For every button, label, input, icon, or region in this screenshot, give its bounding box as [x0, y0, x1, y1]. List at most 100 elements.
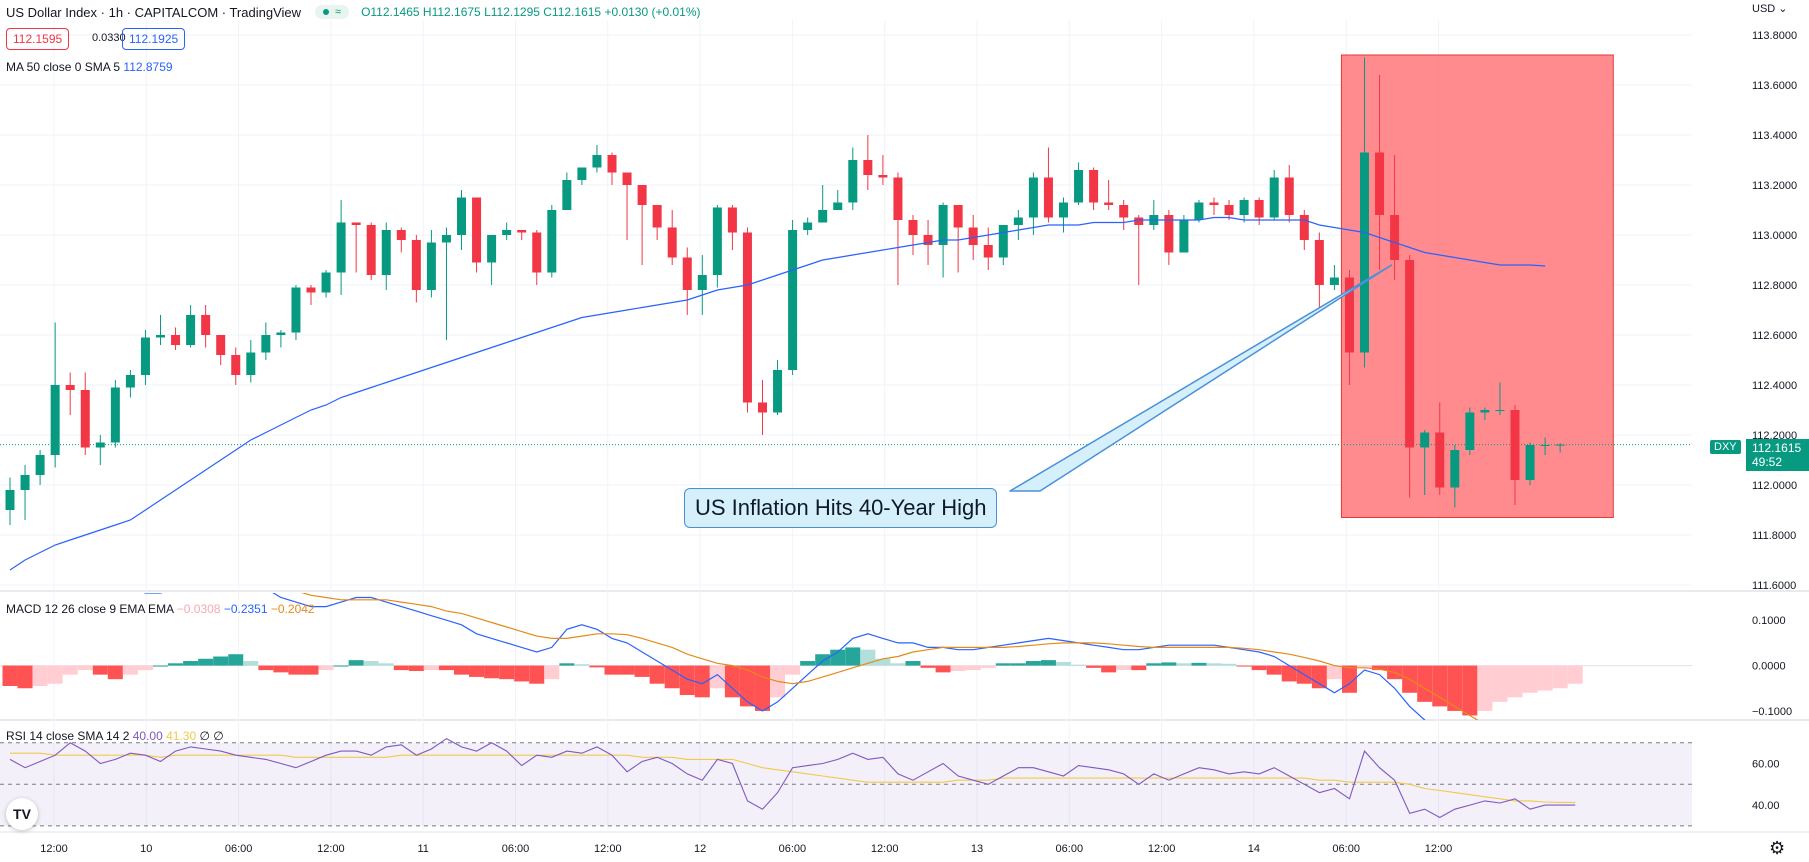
macd-histogram-bar: [243, 661, 259, 666]
candle-body: [1540, 445, 1550, 446]
rsi-extra-value-1: ∅: [199, 729, 210, 743]
time-axis-tick: 12:00: [40, 843, 68, 855]
change-value: +0.0130 (+0.01%): [604, 5, 701, 19]
macd-histogram-bar: [348, 660, 364, 666]
macd-histogram-bar: [107, 665, 123, 680]
time-axis-tick: 06:00: [1056, 843, 1084, 855]
time-axis-tick: 12:00: [1148, 843, 1176, 855]
macd-histogram-bar: [1206, 663, 1222, 666]
candle-body: [396, 230, 406, 240]
macd-histogram-bar: [890, 663, 906, 666]
macd-histogram-bar: [168, 663, 184, 666]
candle-body: [1284, 177, 1294, 215]
candle-body: [1435, 432, 1445, 488]
macd-histogram-bar: [92, 665, 108, 675]
candle-body: [487, 235, 497, 263]
rsi-legend[interactable]: RSI 14 close SMA 14 2 40.00 41.30 ∅ ∅: [6, 729, 224, 743]
macd-histogram-bar: [589, 665, 605, 668]
ma-legend[interactable]: MA 50 close 0 SMA 5 112.8759: [6, 60, 173, 74]
macd-histogram-bar: [378, 663, 394, 666]
market-status-pill[interactable]: ≈: [315, 5, 350, 19]
sell-price-button[interactable]: 112.1595: [6, 28, 70, 50]
macd-histogram-bar: [469, 665, 485, 677]
macd-histogram-bar: [1056, 661, 1071, 666]
time-axis-tick: 12:00: [871, 843, 899, 855]
macd-histogram-bar: [228, 654, 244, 666]
macd-histogram-bar: [950, 665, 966, 672]
macd-histogram-bar: [1357, 665, 1372, 668]
candle-body: [291, 287, 301, 333]
macd-histogram-bar: [679, 665, 695, 696]
candle-body: [472, 197, 482, 263]
candle-body: [622, 172, 632, 185]
macd-signal-line: [301, 593, 1479, 720]
buy-price-button[interactable]: 112.1925: [122, 28, 186, 50]
candle-body: [65, 385, 75, 390]
macd-histogram-bar: [664, 665, 680, 689]
candle-body: [261, 335, 271, 353]
candle-body: [1510, 410, 1520, 480]
candle-body: [1329, 277, 1339, 285]
candle-body: [727, 207, 737, 233]
price-pane[interactable]: [0, 57, 1692, 571]
candle-body: [441, 235, 451, 243]
candle-body: [517, 230, 527, 233]
macd-histogram-bar: [1417, 665, 1433, 702]
price-axis-tick: 113.8000: [1752, 30, 1797, 42]
macd-histogram-bar: [1266, 665, 1282, 675]
time-axis-tick: 12:00: [317, 843, 345, 855]
symbol-title[interactable]: US Dollar Index · 1h · CAPITALCOM · Trad…: [6, 4, 302, 20]
macd-histogram-bar: [122, 665, 138, 675]
currency-selector[interactable]: USD ⌄: [1752, 2, 1788, 15]
macd-histogram-bar: [1552, 665, 1568, 689]
candle-body: [95, 442, 105, 448]
candle-body: [923, 235, 933, 245]
candle-body: [577, 167, 587, 180]
gear-icon[interactable]: ⚙: [1769, 838, 1786, 858]
candle-body: [1179, 220, 1189, 253]
candle-body: [1405, 260, 1415, 448]
macd-histogram-bar: [303, 665, 319, 675]
macd-histogram-bar: [845, 647, 861, 666]
candle-body: [140, 337, 150, 375]
ma-legend-value: 112.8759: [123, 60, 173, 74]
ohlc-values: O112.1465 H112.1675 L112.1295 C112.1615 …: [361, 5, 700, 19]
annotation-callout[interactable]: US Inflation Hits 40-Year High: [684, 488, 998, 528]
macd-histogram-bar: [333, 665, 349, 667]
macd-histogram-bar: [288, 665, 304, 675]
macd-histogram-bar: [574, 664, 590, 666]
macd-histogram-bar: [935, 665, 951, 673]
candle-body: [246, 352, 256, 375]
macd-histogram-bar: [619, 665, 635, 675]
macd-histogram-bar: [995, 663, 1011, 666]
macd-histogram-bar: [393, 665, 409, 671]
candle-body: [968, 227, 978, 245]
macd-pane[interactable]: [0, 507, 1692, 773]
rsi-pane[interactable]: [0, 737, 1692, 827]
macd-histogram-bar: [1010, 663, 1026, 666]
candle-body: [1059, 202, 1068, 218]
macd-histogram-bar: [1372, 665, 1388, 671]
candle-body: [1194, 202, 1204, 220]
rsi-legend-label: RSI 14 close SMA 14 2: [6, 729, 130, 743]
macd-legend[interactable]: MACD 12 26 close 9 EMA EMA −0.0308 −0.23…: [6, 602, 315, 616]
tradingview-logo-icon[interactable]: TV: [6, 798, 38, 830]
macd-histogram-bar: [499, 665, 515, 680]
candle-body: [1450, 450, 1460, 488]
time-axis-tick: 12:00: [1425, 843, 1453, 855]
bar-countdown: 49:52: [1752, 455, 1783, 469]
candle-body: [426, 242, 436, 290]
candle-body: [366, 225, 376, 275]
annotation-callout-pointer[interactable]: [1009, 264, 1393, 492]
candle-body: [216, 335, 226, 355]
macd-axis-tick: 0.0000: [1752, 661, 1786, 673]
rsi-extra-value-2: ∅: [213, 729, 224, 743]
macd-histogram-bar: [32, 665, 48, 686]
candle-body: [35, 455, 45, 475]
macd-histogram-bar: [514, 665, 530, 682]
candle-body: [742, 232, 752, 403]
last-price-label: 112.1615 49:52: [1746, 439, 1809, 471]
live-icon: ≈: [335, 6, 342, 18]
macd-histogram-bar: [529, 665, 545, 684]
